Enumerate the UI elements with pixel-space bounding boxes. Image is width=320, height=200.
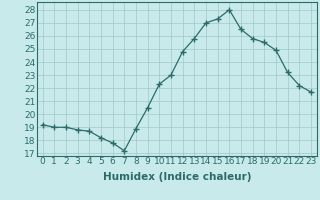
X-axis label: Humidex (Indice chaleur): Humidex (Indice chaleur) (102, 172, 251, 182)
